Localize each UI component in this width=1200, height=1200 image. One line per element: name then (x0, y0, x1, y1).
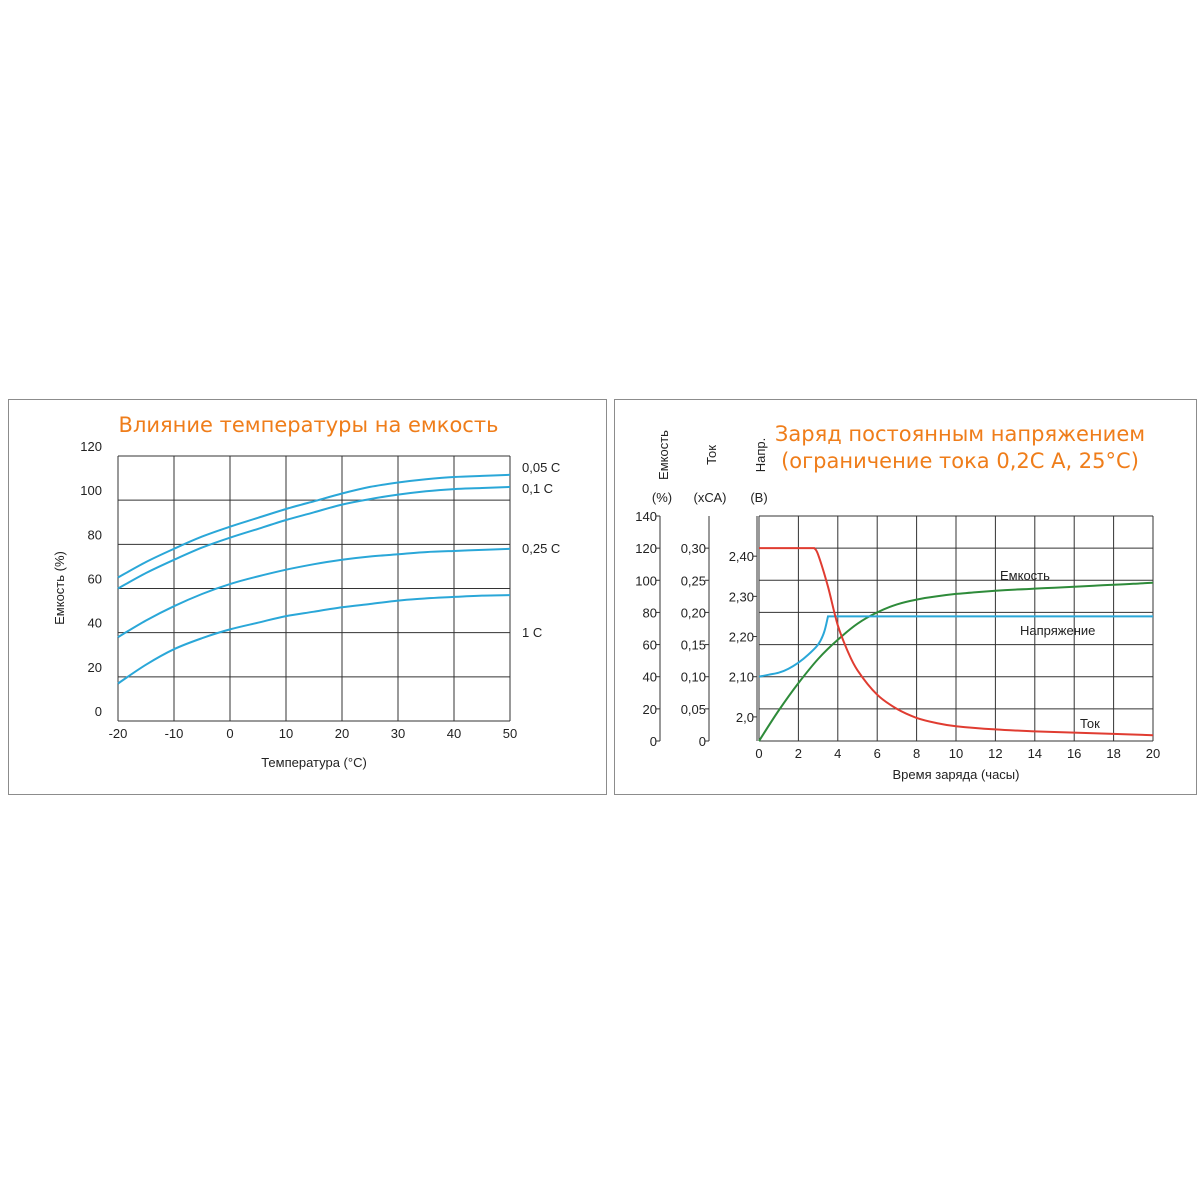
charge-axis-header: Напр. (753, 438, 768, 473)
charge-series-label: Ток (1080, 716, 1100, 731)
temp-series-line (117, 473, 511, 579)
charge-x-tick-label: 12 (988, 746, 1002, 761)
charge-y-tick-label: 0,25 (681, 573, 706, 588)
temp-x-tick-label: -20 (109, 726, 128, 741)
charge-y-tick-label: 100 (635, 573, 657, 588)
charge-axis-unit: (В) (750, 490, 767, 505)
chart-title-temperature: Влияние температуры на емкость (118, 413, 499, 437)
charge-y-tick-label: 0,30 (681, 541, 706, 556)
temp-series-line (117, 594, 511, 685)
temp-series-label: 0,05 C (522, 460, 560, 475)
temp-x-tick-label: -10 (165, 726, 184, 741)
temp-y-tick-label: 80 (88, 527, 102, 542)
temp-y-tick-label: 100 (80, 483, 102, 498)
charge-y-tick-label: 2,30 (729, 589, 754, 604)
charge-y-tick-label: 0,15 (681, 638, 706, 653)
charge-y-tick-label: 0 (650, 734, 657, 749)
charge-y-tick-label: 120 (635, 541, 657, 556)
temp-y-tick-label: 60 (88, 572, 102, 587)
chart-subtitle: (ограничение тока 0,2С А, 25°С) (781, 449, 1139, 473)
temp-series-label: 1 C (522, 625, 542, 640)
charge-y-tick-label: 80 (643, 605, 657, 620)
temp-x-tick-label: 50 (503, 726, 517, 741)
temp-series-label: 0,25 C (522, 541, 560, 556)
charge-x-tick-label: 8 (913, 746, 920, 761)
temp-series-line (117, 547, 511, 638)
constant-voltage-charge-panel: Заряд постоянным напряжением (ограничени… (614, 399, 1197, 795)
charge-y-tick-label: 2,0 (736, 710, 754, 725)
charge-y-tick-label: 2,40 (729, 549, 754, 564)
charge-y-tick-label: 40 (643, 670, 657, 685)
charge-y-tick-label: 2,10 (729, 670, 754, 685)
chart-title-line1: Заряд постоянным напряжением (774, 422, 1146, 446)
charge-y-tick-label: 0,10 (681, 670, 706, 685)
charge-series-line (758, 615, 1153, 678)
charge-y-tick-label: 0,20 (681, 605, 706, 620)
charge-axis-unit: (хСА) (694, 490, 727, 505)
temp-y-axis-label: Емкость (%) (52, 551, 67, 625)
charge-x-tick-label: 14 (1028, 746, 1042, 761)
charge-x-tick-label: 2 (795, 746, 802, 761)
charge-series-label: Напряжение (1020, 623, 1095, 638)
temp-y-tick-label: 120 (80, 439, 102, 454)
charge-x-tick-label: 4 (834, 746, 841, 761)
charge-y-tick-label: 20 (643, 702, 657, 717)
charge-x-tick-label: 16 (1067, 746, 1081, 761)
temperature-capacity-panel: Влияние температуры на емкость (8, 399, 607, 795)
temp-x-tick-label: 10 (279, 726, 293, 741)
charge-x-tick-label: 6 (874, 746, 881, 761)
charge-x-tick-label: 10 (949, 746, 963, 761)
charge-axis-header: Емкость (656, 430, 671, 480)
temp-y-tick-label: 40 (88, 616, 102, 631)
charge-y-tick-label: 2,20 (729, 630, 754, 645)
charge-y-tick-label: 60 (643, 638, 657, 653)
temp-x-tick-label: 0 (226, 726, 233, 741)
chart-title-charge: Заряд постоянным напряжением (ограничени… (755, 421, 1165, 475)
temp-x-axis-label: Температура (°С) (261, 755, 367, 770)
charge-series-label: Емкость (1000, 568, 1050, 583)
charge-x-tick-label: 20 (1146, 746, 1160, 761)
charge-axis-header: Ток (704, 445, 719, 465)
charge-axis-unit: (%) (652, 490, 672, 505)
charge-x-axis-label: Время заряда (часы) (893, 767, 1020, 782)
charge-series-line (759, 547, 1154, 737)
charge-x-tick-label: 0 (755, 746, 762, 761)
charge-x-tick-label: 18 (1106, 746, 1120, 761)
temp-series-line (117, 485, 511, 590)
temp-y-tick-label: 0 (95, 704, 102, 719)
temp-series-label: 0,1 C (522, 481, 553, 496)
charge-y-tick-label: 0,05 (681, 702, 706, 717)
charge-y-tick-label: 0 (699, 734, 706, 749)
temp-x-tick-label: 40 (447, 726, 461, 741)
charge-series-line (758, 581, 1154, 742)
temp-x-tick-label: 20 (335, 726, 349, 741)
charge-y-tick-label: 140 (635, 509, 657, 524)
temp-y-tick-label: 20 (88, 660, 102, 675)
temp-x-tick-label: 30 (391, 726, 405, 741)
